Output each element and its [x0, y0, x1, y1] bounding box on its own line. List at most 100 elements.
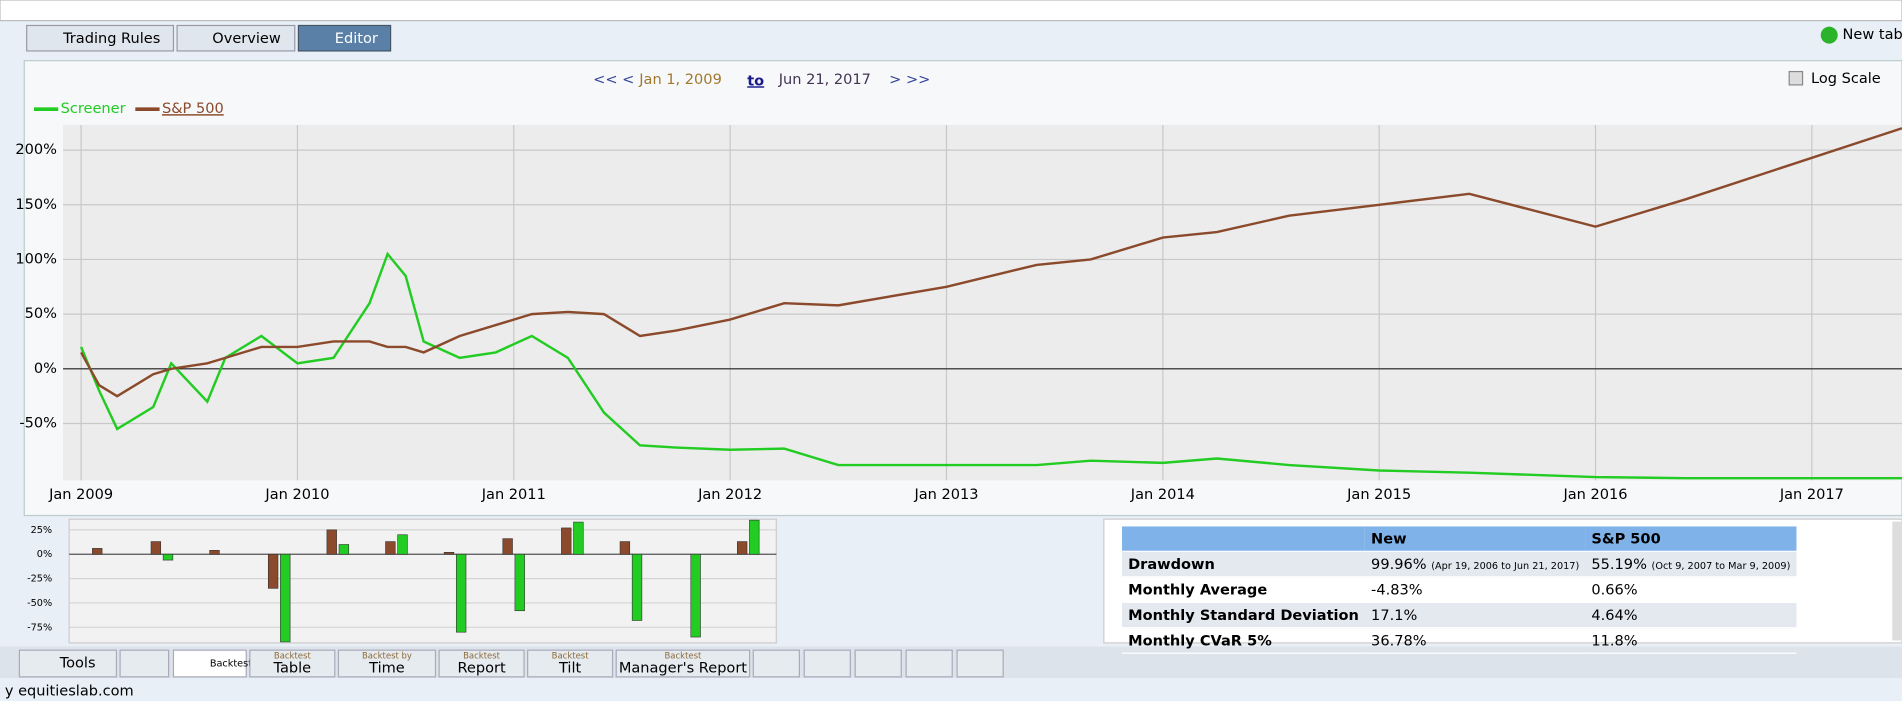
scrollbar[interactable] — [1892, 521, 1902, 641]
icon-tab[interactable] — [854, 649, 902, 678]
x-tick-label: Jan 2014 — [1130, 486, 1195, 503]
series-line — [80, 127, 1902, 398]
bottom-tab-label: Manager's Report — [619, 659, 747, 676]
bottom-tab[interactable] — [172, 649, 247, 678]
cell: 36.78% — [1364, 627, 1586, 654]
bottom-tab[interactable] — [527, 649, 614, 678]
bottom-tab-top: Backtest — [274, 652, 312, 662]
bar — [267, 553, 279, 589]
x-tick-label: Jan 2009 — [48, 486, 113, 503]
bottom-tab[interactable] — [615, 649, 751, 678]
nav-prev[interactable]: << < — [593, 71, 634, 88]
row-label: Drawdown — [1122, 551, 1365, 578]
cell-value: -4.83% — [1371, 581, 1423, 599]
cell-note: (Apr 19, 2006 to Jun 21, 2017) — [1431, 560, 1580, 572]
plot-area — [63, 124, 1902, 481]
bar — [397, 534, 408, 555]
cell: 17.1% — [1364, 602, 1586, 629]
end-date[interactable]: Jun 21, 2017 — [778, 71, 871, 88]
x-tick-label: Jan 2013 — [913, 486, 978, 503]
to-link[interactable]: to — [747, 72, 764, 89]
new-tab-icon[interactable] — [1820, 26, 1838, 44]
cell-value: 11.8% — [1591, 631, 1638, 649]
x-tick-label: Jan 2011 — [481, 486, 546, 503]
cell-value: 99.96% — [1371, 555, 1427, 573]
header-row: New S&P 500 — [1122, 526, 1797, 552]
y-tick-label: -25% — [27, 574, 52, 585]
bottom-tab[interactable] — [18, 649, 118, 678]
bar — [280, 553, 291, 643]
tab[interactable] — [176, 24, 296, 52]
bar — [502, 538, 513, 555]
icon-tab[interactable] — [905, 649, 953, 678]
bottom-tab-label: Table — [273, 659, 312, 676]
row-label: Monthly CVaR 5% — [1122, 627, 1365, 654]
bar — [162, 553, 174, 561]
bottom-tab-label: Report — [457, 659, 506, 676]
icon-tab[interactable] — [119, 649, 170, 678]
y-tick-label: 50% — [25, 305, 58, 322]
tab[interactable] — [26, 24, 175, 52]
tab-label: Trading Rules — [62, 30, 160, 47]
bar — [690, 553, 701, 638]
bar — [443, 551, 455, 555]
y-tick-label: -75% — [27, 622, 52, 633]
bar — [209, 550, 220, 555]
row: Monthly Average -4.83% 0.66% — [1122, 576, 1797, 603]
bottom-tab-label: Time — [368, 659, 405, 676]
mini-plot — [68, 518, 777, 644]
cell-value: 36.78% — [1371, 631, 1427, 649]
legend-label: S&P 500 — [162, 100, 224, 117]
bar — [737, 541, 748, 555]
icon-tab[interactable] — [803, 649, 851, 678]
cell: 0.66% — [1585, 576, 1797, 603]
tab-active[interactable] — [297, 24, 392, 52]
bar — [92, 548, 103, 555]
bottom-tab[interactable] — [249, 649, 336, 678]
bottom-tab[interactable] — [438, 649, 525, 678]
bar — [749, 519, 760, 555]
legend-label: Screener — [61, 100, 126, 117]
bottom-tab-label: Tilt — [558, 659, 582, 676]
row-label: Monthly Standard Deviation — [1122, 602, 1365, 629]
stats-table: New S&P 500 Drawdown 99.96% (Apr 19, 2006 t… — [1122, 526, 1797, 654]
start-date[interactable]: Jan 1, 2009 — [638, 71, 722, 88]
bottom-tab[interactable] — [337, 649, 437, 678]
x-tick-label: Jan 2017 — [1779, 486, 1844, 503]
bar — [561, 527, 572, 555]
cell-value: 55.19% — [1591, 555, 1647, 573]
nav-next[interactable]: > >> — [889, 71, 930, 88]
bottom-tab-label: Tools — [59, 655, 96, 672]
bottom-tab-top: Backtest — [552, 652, 590, 662]
header-cell: New — [1364, 526, 1586, 552]
cell-value: 17.1% — [1371, 606, 1418, 624]
icon-tab[interactable] — [956, 649, 1004, 678]
log-scale-label[interactable]: Log Scale — [1811, 70, 1881, 87]
y-tick-label: 25% — [31, 525, 53, 536]
cell: 55.19% (Oct 9, 2007 to Mar 9, 2009) — [1585, 551, 1797, 578]
row-label: Monthly Average — [1122, 576, 1365, 603]
bottom-tab-top: Backtest by — [362, 652, 412, 662]
bar — [326, 529, 337, 555]
y-tick-label: 0% — [37, 549, 52, 560]
row: Monthly Standard Deviation 17.1% 4.64% — [1122, 602, 1797, 629]
y-tick-label: -50% — [19, 414, 57, 431]
y-tick-label: 100% — [15, 250, 57, 267]
bottom-tab-top: Backtest — [463, 652, 501, 662]
header-cell — [1122, 526, 1365, 552]
bar — [619, 541, 631, 555]
icon-tab[interactable] — [752, 649, 800, 678]
tab-label: Editor — [335, 30, 378, 47]
cell-value: 0.66% — [1591, 581, 1638, 599]
x-tick-label: Jan 2015 — [1346, 486, 1411, 503]
footer: y equitieslab.com — [5, 682, 134, 699]
bar — [455, 553, 467, 633]
new-tab[interactable]: New tab — [1843, 26, 1902, 43]
bar — [150, 541, 162, 555]
y-tick-label: 0% — [34, 360, 57, 377]
checkbox[interactable] — [1788, 70, 1804, 86]
x-tick-label: Jan 2016 — [1562, 486, 1627, 503]
cell-note: (Oct 9, 2007 to Mar 9, 2009) — [1651, 560, 1791, 572]
